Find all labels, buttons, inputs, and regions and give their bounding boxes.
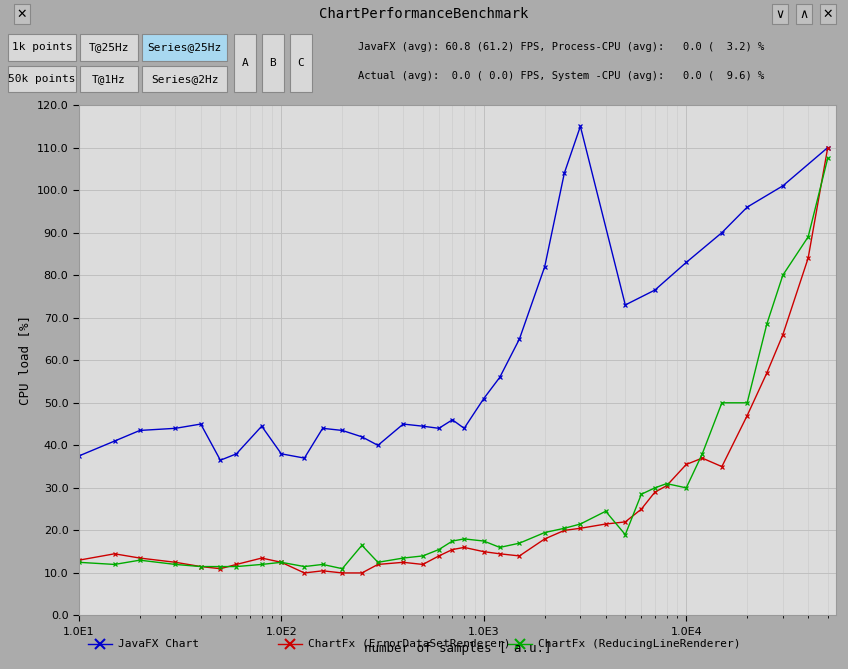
- Text: A: A: [242, 58, 248, 68]
- FancyBboxPatch shape: [142, 66, 227, 92]
- Text: 1k points: 1k points: [12, 42, 72, 52]
- FancyBboxPatch shape: [80, 66, 138, 92]
- Text: ChartFx (ReducingLineRenderer): ChartFx (ReducingLineRenderer): [538, 639, 740, 649]
- Text: ✕: ✕: [823, 7, 834, 21]
- Text: Actual (avg):  0.0 ( 0.0) FPS, System -CPU (avg):   0.0 (  9.6) %: Actual (avg): 0.0 ( 0.0) FPS, System -CP…: [358, 71, 764, 81]
- X-axis label: number of samples [ a.u.]: number of samples [ a.u.]: [364, 642, 551, 655]
- FancyBboxPatch shape: [8, 34, 76, 61]
- Text: ChartFx (ErrorDataSetRenderer): ChartFx (ErrorDataSetRenderer): [308, 639, 510, 649]
- FancyBboxPatch shape: [234, 34, 256, 92]
- Text: T@1Hz: T@1Hz: [92, 74, 126, 84]
- FancyBboxPatch shape: [80, 34, 138, 61]
- Text: 50k points: 50k points: [8, 74, 75, 84]
- Text: ∧: ∧: [800, 7, 808, 21]
- FancyBboxPatch shape: [262, 34, 284, 92]
- FancyBboxPatch shape: [290, 34, 312, 92]
- FancyBboxPatch shape: [8, 66, 76, 92]
- Text: JavaFX Chart: JavaFX Chart: [118, 639, 199, 649]
- Text: T@25Hz: T@25Hz: [89, 42, 129, 52]
- Text: Series@25Hz: Series@25Hz: [148, 42, 221, 52]
- Text: B: B: [270, 58, 276, 68]
- Text: Series@2Hz: Series@2Hz: [151, 74, 218, 84]
- Y-axis label: CPU load [%]: CPU load [%]: [18, 315, 31, 405]
- Text: ChartPerformanceBenchmark: ChartPerformanceBenchmark: [320, 7, 528, 21]
- Text: ✕: ✕: [17, 7, 27, 21]
- Text: ∨: ∨: [775, 7, 784, 21]
- Text: JavaFX (avg): 60.8 (61.2) FPS, Process-CPU (avg):   0.0 (  3.2) %: JavaFX (avg): 60.8 (61.2) FPS, Process-C…: [358, 42, 764, 52]
- Text: C: C: [298, 58, 304, 68]
- FancyBboxPatch shape: [142, 34, 227, 61]
